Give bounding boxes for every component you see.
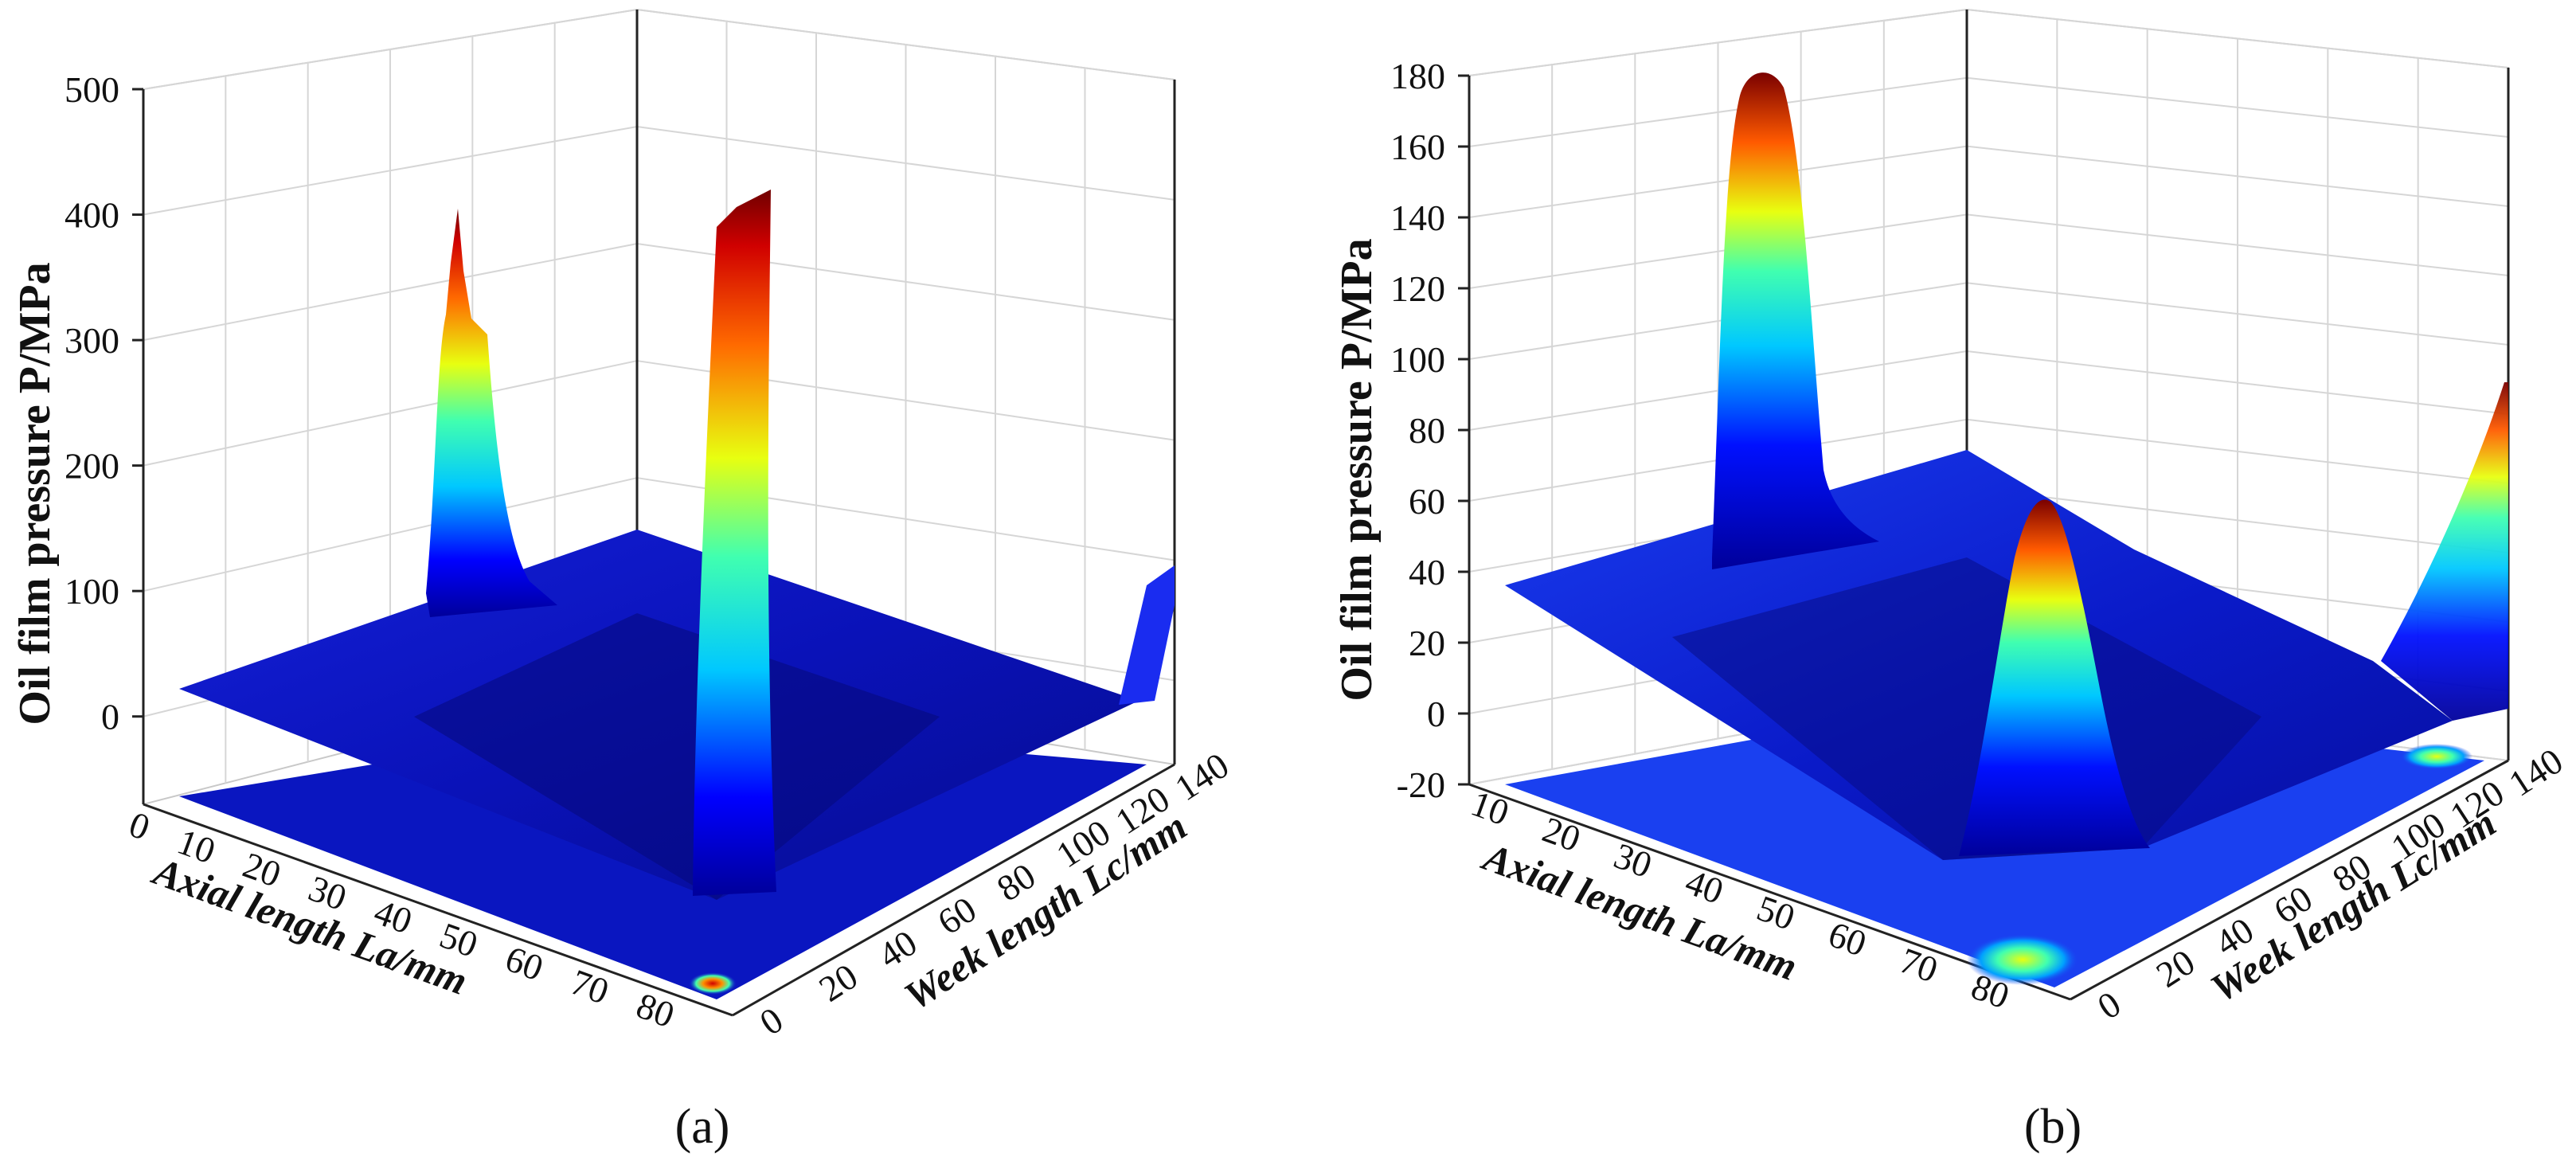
chart-b-peak-2: [1959, 499, 2150, 856]
chart-a-z-tick-label: 0: [101, 697, 119, 737]
chart-a-peak-1: [426, 209, 557, 617]
chart-a-x-tick-label: 0: [124, 804, 155, 848]
chart-a-surface-dip: [414, 613, 940, 900]
chart-b-z-tick-label: 40: [1409, 552, 1445, 592]
chart-b-z-tick-label: 80: [1409, 410, 1445, 451]
chart-b-x-tick-label: 70: [1894, 940, 1943, 991]
chart-a-z-label: Oil film pressure P/MPa: [10, 262, 60, 725]
chart-b-peak-1: [1712, 72, 1879, 570]
chart-a-floor-hotspot: [689, 972, 737, 995]
chart-b-z-tick-label: 140: [1390, 197, 1445, 238]
chart-a-y-tick-label: 20: [812, 956, 865, 1010]
chart-a-z-tick-label: 200: [64, 446, 119, 487]
chart-b-z-tick-label: 100: [1390, 339, 1445, 380]
chart-b-floor-hotspot-1: [1967, 934, 2078, 985]
chart-a-z-tick-label: 100: [64, 571, 119, 612]
chart-b-z-tick-label: -20: [1397, 764, 1445, 805]
chart-a-z-tick-label: 300: [64, 320, 119, 361]
chart-a-z-tick-label: 500: [64, 69, 119, 110]
chart-b-peak-3: [2381, 382, 2508, 721]
chart-b-z-tick-label: 60: [1409, 481, 1445, 522]
chart-a-y-tick-label: 0: [752, 999, 790, 1043]
chart-a-x-tick-label: 60: [500, 938, 549, 989]
chart-b-floor-hotspot-2: [2401, 744, 2472, 769]
chart-a-z-ticks: 0 100 200 300 400 500: [64, 69, 143, 737]
chart-b-z-tick-label: 120: [1390, 268, 1445, 309]
chart-b-x-tick-label: 10: [1466, 783, 1515, 834]
chart-b-y-tick-label: 140: [2502, 740, 2570, 804]
chart-b-z-tick-label: 180: [1390, 56, 1445, 96]
chart-b-y-tick-label: 20: [2149, 941, 2202, 995]
chart-b-z-ticks: -20 0 20 40 60 80 100 120 140 160 180: [1390, 56, 1469, 805]
chart-a-x-tick-label: 80: [631, 985, 680, 1036]
chart-b-z-tick-label: 0: [1427, 694, 1445, 734]
chart-a-peak-3: [1119, 565, 1175, 705]
chart-b-x-tick-label: 20: [1538, 809, 1586, 860]
chart-a-frame: [142, 10, 1176, 1017]
chart-b-x-tick-label: 60: [1824, 913, 1872, 964]
chart-a-z-tick-label: 400: [64, 195, 119, 236]
chart-b-caption: (b): [2024, 1100, 2082, 1154]
chart-b-z-label: Oil film pressure P/MPa: [1332, 238, 1382, 701]
chart-b-x-tick-label: 30: [1609, 835, 1657, 886]
chart-a-peak-2: [693, 190, 776, 896]
chart-a-x-tick-label: 70: [566, 961, 615, 1012]
chart-b-y-tick-label: 0: [2090, 983, 2128, 1027]
chart-b-z-tick-label: 160: [1390, 127, 1445, 167]
chart-a-caption: (a): [675, 1100, 730, 1154]
chart-a-y-tick-label: 140: [1167, 745, 1236, 808]
chart-b-z-tick-label: 20: [1409, 623, 1445, 663]
